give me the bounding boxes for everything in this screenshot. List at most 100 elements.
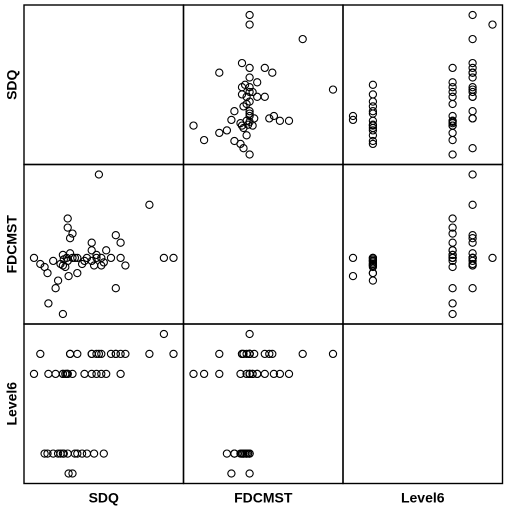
point-sdq-fdcmst-22 [245, 109, 254, 118]
point-fdcmst-sdq-0 [29, 253, 39, 263]
point-sdq-fdcmst-17 [227, 115, 236, 125]
point-sdq-fdcmst-11 [237, 121, 247, 130]
x-label-fdcmst: FDCMST [234, 490, 293, 506]
point-sdq-level6-7 [368, 126, 378, 135]
point-sdq-level6-4 [448, 135, 457, 145]
panel-sdq-vs-sdq [23, 4, 185, 166]
point-level6-sdq-42 [111, 349, 120, 359]
point-sdq-fdcmst-3 [230, 136, 239, 146]
point-sdq-fdcmst-36 [328, 85, 338, 94]
panel-level6-vs-sdq [23, 323, 185, 485]
point-fdcmst-sdq-38 [99, 258, 108, 267]
point-sdq-level6-28 [368, 97, 378, 106]
point-sdq-level6-25 [468, 107, 477, 116]
point-fdcmst-sdq-36 [94, 170, 104, 179]
point-sdq-level6-37 [468, 83, 477, 92]
point-sdq-level6-43 [448, 63, 457, 73]
point-fdcmst-level6-27 [448, 256, 457, 266]
point-sdq-level6-2 [368, 139, 378, 149]
point-sdq-level6-34 [448, 83, 457, 92]
point-fdcmst-sdq-33 [92, 253, 101, 263]
point-fdcmst-sdq-23 [73, 268, 82, 278]
point-level6-sdq-0 [29, 369, 39, 379]
point-sdq-level6-38 [368, 80, 378, 89]
point-fdcmst-level6-18 [448, 214, 457, 223]
point-level6-sdq-35 [92, 369, 101, 379]
point-level6-fdcmst-6 [215, 369, 224, 379]
point-sdq-fdcmst-48 [245, 10, 254, 20]
point-level6-fdcmst-7 [222, 449, 232, 458]
x-label-level6: Level6 [401, 490, 445, 506]
point-level6-fdcmst-27 [242, 369, 251, 379]
point-fdcmst-sdq-48 [169, 253, 178, 263]
point-level6-fdcmst-41 [215, 349, 224, 359]
point-fdcmst-sdq-39 [102, 246, 111, 255]
point-fdcmst-sdq-20 [65, 234, 75, 243]
point-sdq-level6-26 [368, 102, 378, 111]
point-sdq-level6-3 [368, 136, 378, 146]
point-level6-sdq-10 [58, 369, 68, 379]
point-sdq-level6-1 [468, 144, 477, 153]
point-level6-sdq-32 [89, 449, 99, 458]
point-level6-sdq-30 [87, 369, 96, 379]
point-sdq-level6-39 [448, 78, 457, 87]
point-level6-fdcmst-18 [284, 369, 294, 379]
point-level6-fdcmst-17 [227, 469, 236, 478]
point-fdcmst-level6-29 [468, 256, 477, 266]
point-sdq-level6-35 [448, 87, 457, 97]
point-sdq-level6-33 [468, 87, 477, 97]
point-sdq-level6-32 [368, 90, 378, 99]
point-fdcmst-sdq-47 [159, 253, 169, 263]
y-label-sdq: SDQ [4, 69, 20, 99]
point-level6-sdq-48 [169, 349, 178, 359]
point-sdq-fdcmst-25 [245, 107, 254, 116]
point-fdcmst-level6-20 [468, 234, 477, 243]
point-level6-sdq-44 [116, 349, 125, 359]
point-level6-fdcmst-24 [245, 469, 254, 478]
point-fdcmst-sdq-35 [92, 250, 101, 260]
point-sdq-fdcmst-4 [199, 135, 209, 145]
panel-sdq-vs-level6 [342, 4, 504, 166]
point-level6-sdq-27 [80, 369, 89, 379]
point-sdq-level6-40 [468, 73, 477, 82]
point-sdq-fdcmst-33 [245, 87, 254, 97]
point-fdcmst-sdq-6 [51, 284, 60, 293]
point-level6-sdq-33 [92, 349, 101, 359]
point-level6-sdq-20 [65, 349, 75, 359]
point-level6-sdq-36 [94, 349, 104, 359]
point-level6-fdcmst-38 [240, 449, 250, 458]
point-sdq-fdcmst-47 [245, 20, 254, 29]
point-sdq-fdcmst-19 [275, 116, 285, 125]
point-sdq-level6-24 [348, 111, 358, 121]
point-fdcmst-level6-10 [448, 309, 457, 319]
point-sdq-fdcmst-43 [260, 63, 269, 73]
point-fdcmst-sdq-5 [49, 256, 58, 266]
point-fdcmst-sdq-25 [73, 253, 82, 263]
point-level6-fdcmst-35 [248, 369, 257, 379]
point-sdq-fdcmst-45 [237, 58, 247, 68]
point-level6-fdcmst-47 [245, 329, 254, 339]
point-level6-sdq-25 [73, 349, 82, 359]
point-fdcmst-sdq-40 [106, 253, 116, 263]
point-fdcmst-sdq-1 [36, 259, 45, 269]
point-level6-fdcmst-10 [189, 369, 198, 379]
point-level6-fdcmst-20 [265, 349, 274, 359]
point-sdq-fdcmst-39 [253, 78, 262, 87]
point-sdq-level6-27 [448, 99, 457, 109]
point-fdcmst-sdq-10 [58, 309, 68, 319]
point-level6-sdq-19 [63, 369, 72, 379]
point-level6-sdq-34 [97, 369, 106, 379]
point-fdcmst-level6-7 [368, 276, 378, 285]
point-sdq-level6-45 [468, 58, 477, 68]
point-level6-fdcmst-13 [236, 369, 245, 379]
point-sdq-level6-47 [488, 20, 497, 29]
point-sdq-fdcmst-16 [250, 114, 259, 123]
point-fdcmst-level6-47 [488, 253, 497, 263]
point-level6-fdcmst-4 [199, 369, 209, 379]
point-fdcmst-sdq-42 [111, 231, 120, 240]
point-sdq-level6-19 [448, 116, 457, 125]
point-fdcmst-sdq-3 [43, 268, 52, 278]
point-sdq-level6-10 [448, 121, 457, 130]
point-level6-sdq-6 [51, 369, 60, 379]
